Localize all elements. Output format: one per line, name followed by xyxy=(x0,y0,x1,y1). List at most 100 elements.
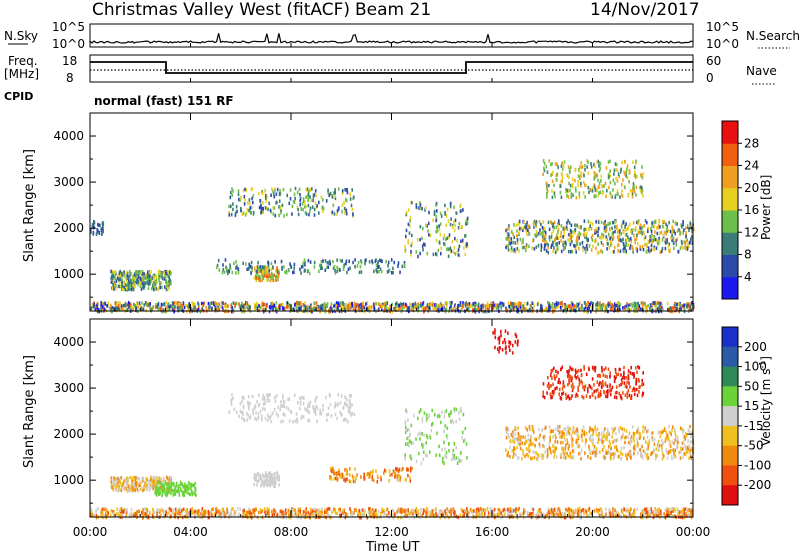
echo-point xyxy=(352,196,354,201)
echo-point xyxy=(565,190,567,194)
echo-point xyxy=(436,306,438,310)
echo-point xyxy=(280,209,282,213)
echo-point xyxy=(134,478,137,483)
echo-point xyxy=(597,242,599,246)
echo-point xyxy=(231,270,234,275)
echo-point xyxy=(189,508,192,512)
echo-point xyxy=(484,508,487,512)
echo-point xyxy=(438,227,441,232)
echo-point xyxy=(540,244,543,249)
echo-point xyxy=(665,513,668,517)
echo-point xyxy=(554,302,557,307)
echo-point xyxy=(274,479,277,483)
echo-point xyxy=(351,303,354,308)
echo-point xyxy=(572,182,574,187)
echo-point xyxy=(116,476,119,481)
echo-point xyxy=(616,179,619,183)
echo-point xyxy=(256,306,258,310)
echo-point xyxy=(345,259,348,263)
echo-point xyxy=(338,267,340,272)
echo-point xyxy=(360,259,362,263)
echo-point xyxy=(250,271,252,275)
echo-point xyxy=(260,510,262,514)
echo-point xyxy=(118,280,121,284)
echo-point xyxy=(264,274,266,278)
echo-point xyxy=(341,203,344,207)
echo-point xyxy=(268,514,270,518)
echo-point xyxy=(570,230,572,235)
echo-point xyxy=(257,515,259,520)
echo-point xyxy=(442,306,444,311)
echo-point xyxy=(399,509,401,514)
echo-point xyxy=(112,483,114,488)
echo-point xyxy=(455,211,458,215)
echo-point xyxy=(365,302,367,306)
echo-point xyxy=(419,203,422,207)
echo-point xyxy=(434,306,436,310)
echo-point xyxy=(387,260,390,265)
echo-point xyxy=(487,511,490,515)
echo-point xyxy=(101,221,104,226)
echo-point xyxy=(150,477,152,482)
echo-point xyxy=(320,264,323,268)
echo-point xyxy=(156,510,159,515)
echo-point xyxy=(166,513,168,517)
echo-point xyxy=(90,306,93,310)
echo-point xyxy=(543,247,546,251)
echo-point xyxy=(309,209,311,214)
echo-point xyxy=(285,515,288,520)
echo-point xyxy=(467,306,469,311)
echo-point xyxy=(532,239,534,243)
echo-point xyxy=(387,307,390,311)
echo-point xyxy=(628,238,630,242)
echo-point xyxy=(661,247,664,251)
echo-point xyxy=(145,275,148,279)
echo-point xyxy=(582,180,585,184)
echo-point xyxy=(410,303,413,307)
echo-point xyxy=(584,305,587,310)
echo-point xyxy=(106,513,109,517)
echo-point xyxy=(232,309,235,314)
echo-point xyxy=(510,301,512,305)
echo-point xyxy=(624,306,627,310)
echo-point xyxy=(328,507,331,511)
echo-point xyxy=(570,304,573,309)
echo-point xyxy=(163,510,165,514)
echo-point xyxy=(629,512,631,516)
echo-point xyxy=(170,508,172,513)
echo-point xyxy=(611,231,614,236)
echo-point xyxy=(344,211,346,215)
echo-point xyxy=(172,481,174,486)
echo-point xyxy=(136,280,138,284)
echo-point xyxy=(345,513,348,518)
echo-point xyxy=(158,487,161,491)
echo-point xyxy=(593,509,596,513)
echo-point xyxy=(585,510,588,514)
echo-point xyxy=(568,175,570,179)
echo-point xyxy=(218,509,221,514)
echo-point xyxy=(194,509,197,514)
echo-point xyxy=(587,508,590,512)
echo-point xyxy=(682,220,684,224)
echo-point xyxy=(309,507,312,512)
echo-point xyxy=(160,477,162,481)
echo-point xyxy=(421,206,423,211)
echo-point xyxy=(551,179,554,183)
echo-point xyxy=(166,283,168,287)
echo-point xyxy=(126,284,128,288)
echo-point xyxy=(600,174,603,178)
echo-point xyxy=(232,189,234,193)
echo-point xyxy=(397,264,399,268)
echo-point xyxy=(446,507,449,511)
echo-point xyxy=(649,227,652,231)
echo-point xyxy=(331,307,333,311)
echo-point xyxy=(443,242,445,246)
echo-point xyxy=(281,302,284,307)
echo-point xyxy=(481,512,483,516)
echo-point xyxy=(666,238,668,242)
echo-point xyxy=(541,304,543,309)
echo-point xyxy=(192,303,194,308)
echo-point xyxy=(547,245,549,250)
echo-point xyxy=(412,508,414,513)
echo-point xyxy=(168,279,170,283)
